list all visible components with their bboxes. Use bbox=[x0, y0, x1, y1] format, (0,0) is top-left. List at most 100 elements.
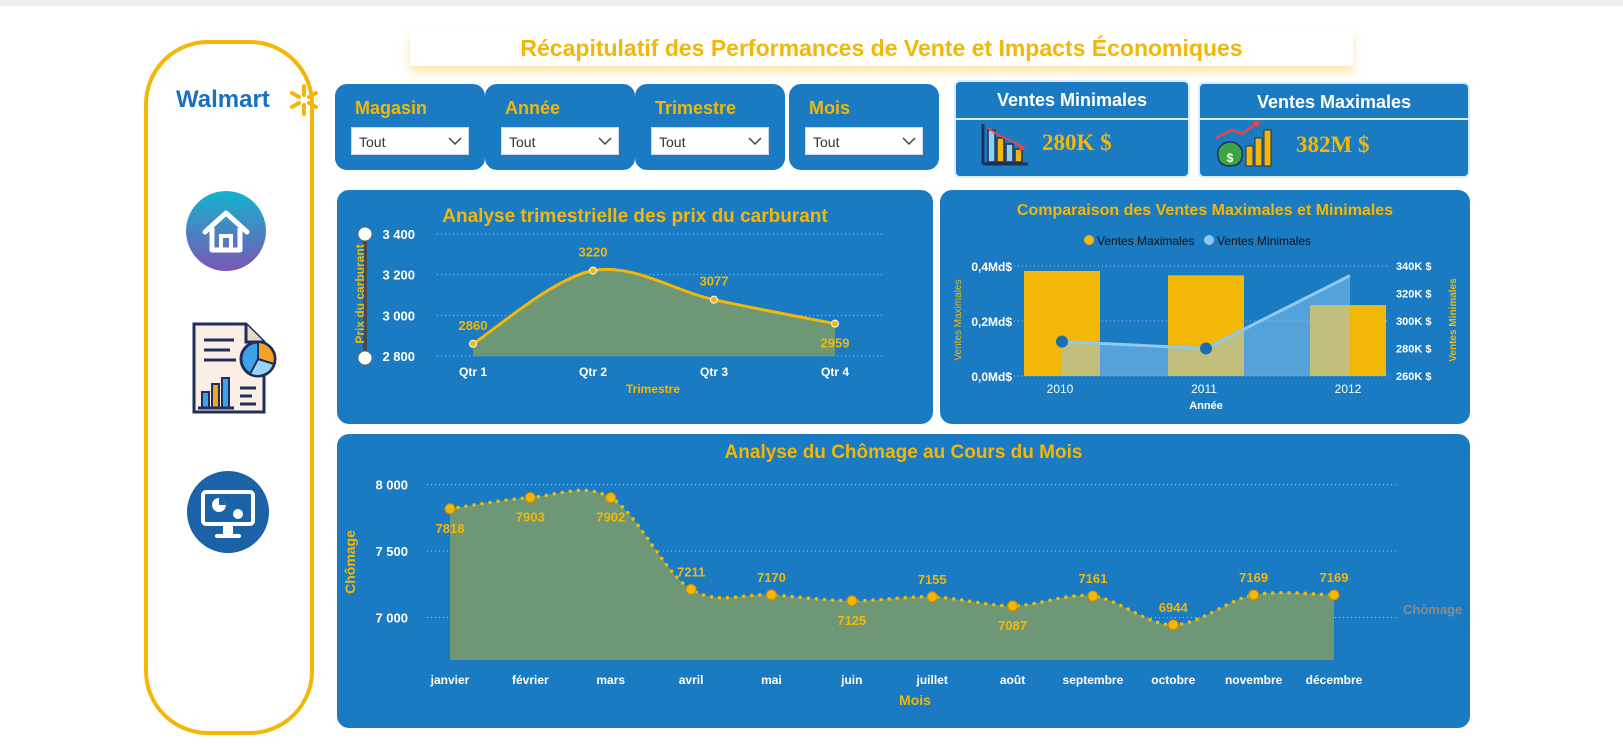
filter-annee: Année Tout bbox=[485, 84, 635, 170]
data-label: 7818 bbox=[436, 521, 465, 536]
y-tick-label: 2 800 bbox=[382, 349, 415, 364]
fuel-price-chart: 2 800 3 000 3 200 3 400 2860 Qtr 1 3220 Qtr 2 30… bbox=[353, 226, 882, 396]
sidebar: Walmart bbox=[144, 40, 318, 735]
area-fill bbox=[1062, 275, 1350, 376]
chart-title: Comparaison des Ventes Maximales et Mini… bbox=[1016, 202, 1394, 219]
x-axis-label: Année bbox=[1189, 400, 1223, 412]
data-label: 2959 bbox=[821, 336, 850, 351]
x-tick-label: Qtr 4 bbox=[821, 365, 849, 379]
data-label: 7211 bbox=[677, 564, 705, 579]
chart-title: Analyse du Chômage au Cours du Mois bbox=[724, 442, 1083, 463]
data-point bbox=[1087, 590, 1099, 602]
data-label: 7125 bbox=[837, 613, 866, 628]
y-axis-label: Chômage bbox=[342, 530, 358, 594]
data-point bbox=[1328, 589, 1340, 601]
legend-label: Ventes Maximales bbox=[1097, 234, 1194, 248]
x-tick-label: Qtr 1 bbox=[459, 365, 487, 379]
x-tick-label: 2010 bbox=[1047, 382, 1074, 396]
filter-trimestre: Trimestre Tout bbox=[635, 84, 785, 170]
y-right-tick-label: 300K $ bbox=[1396, 316, 1431, 328]
magasin-select[interactable]: Tout bbox=[351, 127, 469, 155]
data-point bbox=[1056, 335, 1068, 348]
series-line bbox=[448, 488, 1336, 627]
trimestre-select[interactable]: Tout bbox=[651, 127, 769, 155]
data-point bbox=[1167, 619, 1179, 631]
x-tick-label: septembre bbox=[1063, 673, 1124, 687]
x-tick-label: janvier bbox=[430, 673, 470, 687]
select-value: Tout bbox=[813, 134, 840, 150]
y-right-tick-label: 320K $ bbox=[1396, 289, 1431, 301]
data-label: 7161 bbox=[1078, 571, 1107, 586]
fuel-price-chart-card: Analyse trimestrielle des prix du carbur… bbox=[337, 190, 933, 424]
data-label: 7903 bbox=[516, 510, 545, 525]
sales-comparison-chart: Ventes Maximales Ventes Minimales 0,0Md$ 0,… bbox=[953, 234, 1459, 412]
data-point bbox=[710, 295, 718, 304]
y-tick-label: 3 000 bbox=[382, 308, 415, 323]
report-icon[interactable] bbox=[184, 320, 278, 416]
chevron-down-icon bbox=[598, 137, 612, 146]
data-label: 7169 bbox=[1320, 570, 1349, 585]
y-tick-label: 0,2Md$ bbox=[971, 315, 1012, 329]
range-slider-handle-bottom bbox=[357, 350, 373, 366]
data-point bbox=[1248, 589, 1260, 601]
range-slider-handle-top bbox=[357, 226, 373, 242]
data-point bbox=[685, 583, 697, 595]
y-right-tick-label: 260K $ bbox=[1396, 371, 1431, 383]
kpi-divider bbox=[1200, 118, 1468, 120]
series-end-label: Chômage bbox=[1403, 602, 1462, 617]
data-point bbox=[1007, 600, 1019, 612]
money-growth-icon: $ bbox=[1215, 120, 1272, 167]
data-label: 7169 bbox=[1239, 570, 1268, 585]
legend-label: Ventes Minimales bbox=[1217, 234, 1311, 248]
x-tick-label: mars bbox=[596, 673, 625, 687]
filter-label: Trimestre bbox=[655, 98, 737, 118]
x-tick-label: 2011 bbox=[1191, 382, 1217, 396]
data-label: 2860 bbox=[459, 318, 488, 333]
kpi-min-card: Ventes Minimales 280K $ bbox=[954, 80, 1190, 178]
y-tick-label: 3 200 bbox=[382, 268, 415, 283]
data-point bbox=[469, 339, 477, 348]
filter-magasin: Magasin Tout bbox=[335, 84, 485, 170]
annee-select[interactable]: Tout bbox=[501, 127, 619, 155]
walmart-spark-icon bbox=[290, 84, 318, 116]
unemployment-chart-card: Analyse du Chômage au Cours du Mois 7 00… bbox=[337, 434, 1470, 728]
data-label: 7170 bbox=[757, 570, 786, 585]
data-label: 7155 bbox=[918, 572, 947, 587]
data-point bbox=[524, 492, 536, 504]
y-tick-label: 3 400 bbox=[382, 227, 415, 242]
data-point bbox=[831, 319, 839, 328]
home-icon[interactable] bbox=[185, 190, 267, 272]
x-tick-label: novembre bbox=[1225, 673, 1283, 687]
dashboard-monitor-icon[interactable] bbox=[186, 470, 270, 554]
select-value: Tout bbox=[359, 134, 386, 150]
x-tick-label: avril bbox=[679, 673, 704, 687]
x-tick-label: octobre bbox=[1151, 673, 1195, 687]
y-tick-label: 7 500 bbox=[375, 544, 408, 559]
y-tick-label: 0,4Md$ bbox=[971, 260, 1012, 274]
kpi-title: Ventes Maximales bbox=[1256, 92, 1412, 112]
data-label: 6944 bbox=[1159, 600, 1189, 615]
filter-label: Magasin bbox=[355, 98, 428, 118]
x-tick-label: février bbox=[512, 673, 549, 687]
kpi-divider bbox=[956, 118, 1188, 120]
area-fill bbox=[450, 490, 1334, 660]
sales-comparison-chart-card: Comparaison des Ventes Maximales et Mini… bbox=[940, 190, 1470, 424]
chevron-down-icon bbox=[448, 137, 462, 146]
data-point bbox=[589, 266, 597, 275]
data-label: 3220 bbox=[579, 245, 608, 260]
y-right-tick-label: 340K $ bbox=[1396, 261, 1431, 273]
chevron-down-icon bbox=[748, 137, 762, 146]
kpi-value: 280K $ bbox=[1042, 130, 1112, 155]
select-value: Tout bbox=[659, 134, 686, 150]
data-point bbox=[1200, 342, 1212, 355]
filter-label: Année bbox=[505, 98, 561, 118]
x-tick-label: décembre bbox=[1306, 673, 1363, 687]
y-tick-label: 7 000 bbox=[375, 610, 408, 625]
x-tick-label: août bbox=[1000, 673, 1025, 687]
legend-marker bbox=[1204, 235, 1214, 245]
data-point bbox=[765, 589, 777, 601]
data-point bbox=[605, 492, 617, 504]
mois-select[interactable]: Tout bbox=[805, 127, 923, 155]
x-tick-label: 2012 bbox=[1335, 382, 1362, 396]
x-tick-label: Qtr 2 bbox=[579, 365, 607, 379]
